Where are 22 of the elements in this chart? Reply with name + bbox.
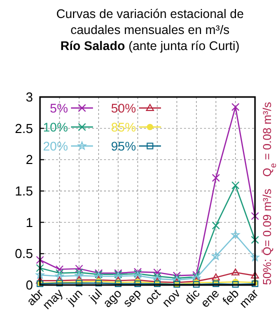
text: 50%: Q̄= 0.09 m³/s [261,188,274,285]
x-tick-label: jun [63,286,86,308]
y-tick-label: 1.5 [14,184,33,198]
x-tick-label: sep [120,286,144,310]
legend-label: 85% [110,120,136,134]
y-tick-label: 2.5 [14,120,33,136]
legend-label: 95% [110,140,136,154]
x-tick-label: feb [220,286,242,308]
x-tick-label: jul [86,286,105,306]
chart-subtitle: Río Salado (ante junta río Curti) [60,39,240,53]
y-tick-label: 0.5 [14,246,33,262]
legend-label: 5% [50,102,68,116]
legend-label: 20% [42,140,68,154]
y-tick-label: 3 [26,90,33,104]
x-tick-label: oct [142,286,164,308]
y-tick-label: 1 [26,214,33,230]
x-tick-label: dic [182,286,202,307]
legend-label: 10% [42,120,68,134]
chart-title: Curvas de variación estacional de caudales mensuales en m³/s [56,7,244,37]
y-tick-label: 2 [26,152,33,168]
y-tick-label: 0 [26,278,33,292]
legend-label: 50% [110,102,136,116]
